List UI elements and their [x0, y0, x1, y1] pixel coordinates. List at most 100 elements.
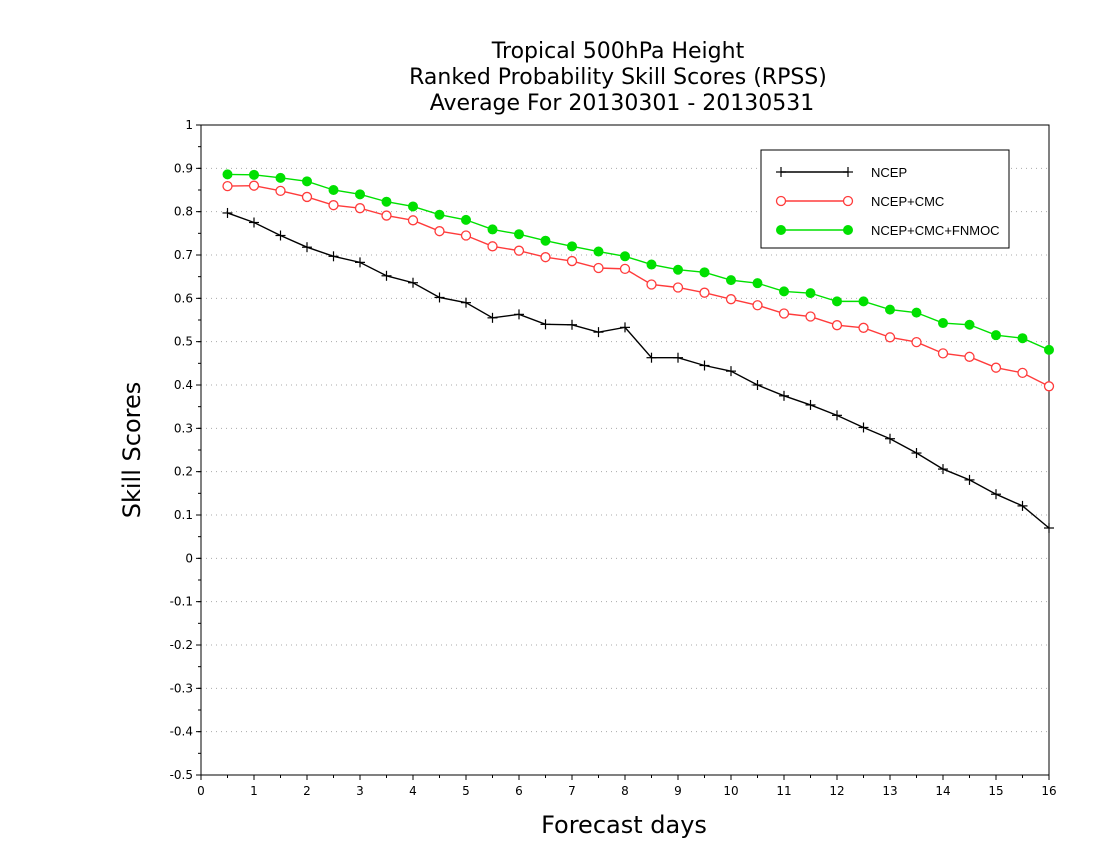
- data-point: [567, 319, 577, 330]
- y-tick-label: 0: [185, 551, 193, 565]
- data-point: [460, 230, 472, 241]
- legend-label: NCEP: [871, 165, 907, 180]
- data-point: [832, 296, 842, 307]
- data-point: [408, 201, 418, 212]
- data-point: [1044, 523, 1054, 533]
- y-tick-label: 0.3: [174, 421, 193, 435]
- y-tick-label: -0.3: [170, 681, 193, 695]
- data-point: [938, 318, 948, 329]
- data-point: [673, 352, 683, 363]
- data-point: [354, 203, 366, 214]
- y-tick-label: 0.8: [174, 205, 193, 219]
- x-tick-label: 8: [621, 784, 629, 798]
- data-point: [434, 292, 445, 303]
- data-point: [487, 312, 498, 323]
- axes: -0.5 -0.4 -0.3 -0.2 -0.1 0 0.1 0.2 0.3 0.4 0.5 0.6 0…: [170, 118, 1057, 798]
- y-tick-label: 0.5: [174, 335, 193, 349]
- x-tick-label: 2: [303, 784, 311, 798]
- y-tick-label: -0.4: [170, 725, 193, 739]
- data-point: [249, 217, 259, 228]
- x-tick-label: 6: [515, 784, 523, 798]
- data-point: [355, 257, 365, 268]
- legend-label: NCEP+CMC+FNMOC: [871, 223, 1000, 238]
- data-point: [249, 169, 259, 180]
- data-point: [1043, 381, 1055, 392]
- legend-marker: [843, 225, 853, 235]
- x-tick-label: 0: [197, 784, 205, 798]
- data-point: [911, 336, 922, 348]
- x-tick-label: 11: [776, 784, 791, 798]
- data-point: [620, 251, 630, 262]
- legend-marker: [776, 225, 786, 235]
- data-point: [461, 214, 471, 225]
- data-point: [832, 410, 842, 421]
- data-point: [487, 241, 498, 252]
- chart-title-line-2: Ranked Probability Skill Scores (RPSS): [409, 65, 827, 90]
- data-point: [222, 207, 233, 218]
- data-point: [911, 448, 922, 459]
- data-point: [884, 332, 896, 343]
- y-tick-label: 1: [185, 118, 193, 132]
- data-point: [275, 185, 286, 197]
- data-point: [302, 242, 312, 253]
- series-line: [227, 212, 1050, 529]
- data-point: [699, 267, 710, 278]
- data-point: [1017, 367, 1028, 379]
- y-tick-label: 0.7: [174, 248, 193, 262]
- y-tick-label: 0.9: [174, 161, 193, 175]
- data-point: [381, 196, 392, 207]
- data-point: [885, 304, 895, 315]
- data-point: [381, 270, 392, 281]
- x-tick-label: 9: [674, 784, 682, 798]
- x-tick-label: 12: [829, 784, 844, 798]
- data-point: [964, 351, 975, 362]
- data-point: [619, 263, 631, 275]
- x-tick-label: 13: [882, 784, 897, 798]
- data-point: [858, 422, 869, 433]
- y-tick-label: 0.4: [174, 378, 193, 392]
- legend-box: [760, 149, 1010, 249]
- data-point: [805, 311, 816, 322]
- data-point: [646, 352, 657, 363]
- legend-label: NCEP+CMC: [871, 194, 944, 209]
- y-tick-label: -0.1: [170, 595, 193, 609]
- data-point: [1044, 344, 1054, 355]
- y-tick-label: -0.5: [170, 768, 193, 782]
- data-point: [699, 360, 710, 371]
- data-point: [726, 366, 736, 377]
- series-ncep: [222, 207, 1054, 533]
- data-point: [275, 172, 286, 183]
- x-tick-label: 15: [988, 784, 1003, 798]
- data-point: [646, 259, 657, 270]
- legend-entry: NCEP+CMC: [775, 194, 944, 209]
- data-point: [540, 319, 551, 330]
- legend-entry: NCEP+CMC+FNMOC: [776, 223, 1000, 238]
- legend-marker: [843, 167, 853, 177]
- data-point: [302, 176, 312, 187]
- data-point: [779, 390, 789, 401]
- data-point: [937, 348, 949, 359]
- x-tick-label: 5: [462, 784, 470, 798]
- data-point: [514, 309, 524, 320]
- data-point: [752, 278, 763, 289]
- legend-marker: [842, 195, 854, 207]
- data-point: [990, 362, 1002, 373]
- data-point: [593, 327, 604, 338]
- data-point: [620, 322, 630, 333]
- x-axis-title: Forecast days: [541, 811, 707, 839]
- legend-marker: [775, 195, 787, 207]
- data-point: [885, 433, 895, 444]
- data-point: [672, 282, 684, 293]
- series-lines: [222, 169, 1055, 533]
- data-point: [593, 246, 604, 257]
- x-tick-label: 14: [935, 784, 950, 798]
- chart-title-line-1: Tropical 500hPa Height: [491, 39, 745, 64]
- data-point: [964, 319, 975, 330]
- data-point: [858, 296, 869, 307]
- data-point: [328, 251, 339, 262]
- data-point: [513, 245, 525, 256]
- data-point: [434, 226, 445, 237]
- data-point: [779, 286, 789, 297]
- legend-marker: [776, 167, 786, 177]
